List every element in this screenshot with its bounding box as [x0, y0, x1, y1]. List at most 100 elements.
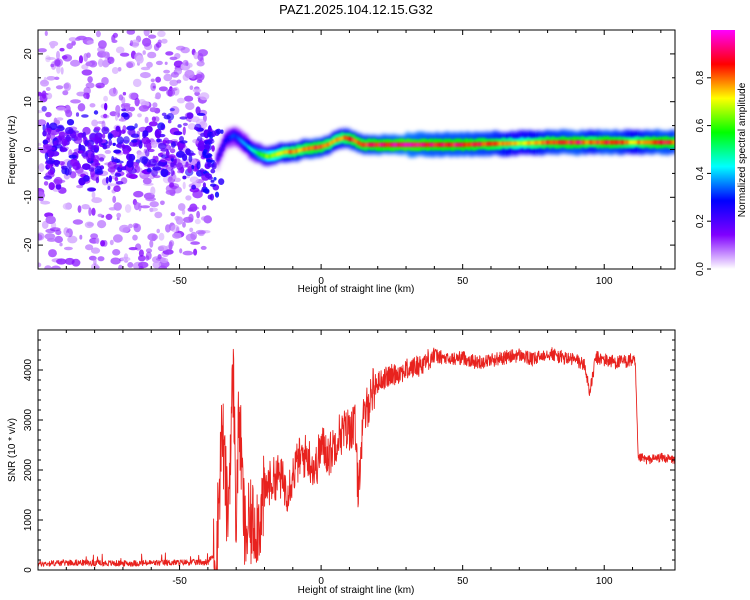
noise-blob [172, 174, 177, 180]
noise-blob [77, 103, 86, 112]
ridge-core-cell [529, 140, 532, 146]
chart-title: PAZ1.2025.104.12.15.G32 [279, 2, 433, 17]
noise-blob [49, 227, 61, 232]
noise-blob [182, 122, 188, 126]
noise-blob [179, 116, 188, 120]
ridge-core-cell [291, 149, 294, 154]
noise-blob [145, 149, 150, 157]
noise-blob [142, 132, 147, 139]
noise-blob [62, 90, 69, 96]
ridge-core-cell [588, 140, 592, 145]
noise-blob [150, 186, 156, 196]
ridge-core-cell [533, 140, 536, 145]
noise-blob [112, 142, 116, 146]
ridge-core-cell [559, 140, 562, 145]
noise-blob [91, 207, 96, 216]
ridge-core-cell [462, 142, 465, 147]
noise-blob [128, 153, 136, 162]
ridge-core-cell [650, 140, 653, 145]
noise-blob [155, 60, 163, 66]
noise-blob [154, 211, 163, 219]
noise-blob [119, 52, 130, 57]
noise-blob [166, 113, 175, 121]
snr-x-axis-label: Height of straight line (km) [298, 585, 415, 596]
noise-blob [213, 177, 217, 181]
noise-blob [95, 82, 105, 89]
noise-blob [128, 174, 138, 179]
noise-blob [152, 175, 161, 179]
noise-blob [215, 128, 222, 135]
ridge-core-cell [557, 140, 560, 145]
noise-blob [169, 79, 179, 87]
noise-blob [127, 262, 134, 268]
y-tick-label: 0 [23, 146, 34, 152]
noise-blob [47, 238, 57, 242]
noise-blob [144, 116, 149, 124]
noise-blob [56, 117, 64, 121]
noise-blob [107, 132, 113, 141]
ridge-core-cell [234, 133, 237, 138]
ridge-core-cell [327, 142, 330, 147]
spectrogram-panel: -50 0 50 100 -20 -10 0 10 20 Height of straight… [7, 29, 676, 295]
noise-blob [199, 92, 210, 101]
noise-blob [88, 207, 92, 217]
ridge-core-cell [341, 136, 344, 141]
noise-blob [195, 106, 201, 115]
ridge-core-cell [579, 140, 582, 145]
ridge-core-cell [608, 140, 611, 145]
noise-blob [45, 111, 52, 118]
ridge-core-cell [365, 142, 368, 147]
noise-blob [58, 132, 65, 136]
noise-blob [211, 145, 215, 152]
noise-blob [121, 129, 126, 134]
ridge-core-cell [256, 150, 259, 155]
ridge-core-cell [420, 142, 423, 147]
noise-blob [64, 257, 75, 265]
noise-blob [113, 158, 121, 163]
ridge-core-cell [277, 151, 280, 156]
ridge-core-cell [323, 143, 326, 148]
noise-blob [48, 249, 57, 258]
noise-blob [147, 51, 157, 59]
noise-blob [179, 140, 188, 144]
ridge-core-cell [592, 140, 596, 145]
ridge-core-cell [547, 140, 550, 145]
noise-blob [157, 254, 162, 260]
noise-blob [43, 181, 49, 186]
noise-blob [158, 133, 166, 138]
noise-blob [103, 113, 108, 119]
noise-blob [77, 205, 82, 213]
ridge-core-cell [600, 140, 603, 145]
noise-blob [162, 139, 167, 144]
colorbar-tick-label: 0.2 [695, 214, 706, 228]
noise-blob [146, 167, 152, 173]
x-tick-label: 50 [457, 576, 469, 587]
noise-blob [109, 239, 114, 246]
noise-blob [196, 210, 201, 219]
noise-blob [170, 224, 180, 233]
noise-blob [72, 162, 81, 171]
noise-blob [90, 153, 95, 161]
noise-blob [87, 76, 93, 83]
ridge-core-cell [311, 145, 314, 150]
ridge-core-cell [575, 140, 578, 145]
noise-blob [168, 154, 176, 159]
ridge-core-cell [319, 144, 322, 149]
y-tick-label: 4000 [23, 358, 34, 381]
ridge-core-cell [367, 142, 370, 147]
ridge-core-cell [374, 142, 378, 147]
noise-blob [148, 34, 157, 39]
noise-blob [101, 77, 109, 85]
noise-blob [91, 191, 96, 199]
noise-blob [111, 39, 118, 43]
x-tick-label: -50 [172, 576, 187, 587]
ridge-core-cell [640, 140, 643, 145]
noise-blob [51, 265, 61, 269]
ridge-core-cell [561, 140, 564, 145]
ridge-core-cell [430, 142, 433, 147]
noise-blob [211, 163, 217, 170]
ridge-core-cell [224, 139, 227, 144]
ridge-core-cell [265, 154, 269, 159]
noise-blob [43, 76, 47, 84]
noise-blob [70, 99, 81, 104]
